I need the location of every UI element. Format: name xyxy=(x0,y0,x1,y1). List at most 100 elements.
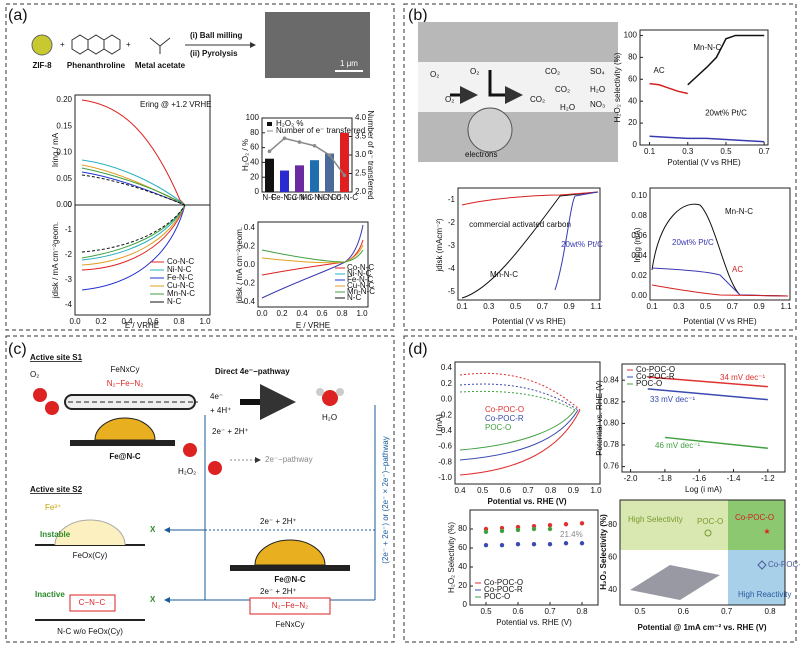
annotation: Co-POC-O xyxy=(735,513,774,522)
point xyxy=(579,521,585,526)
x-axis-label: Potential vs. RHE (V) xyxy=(496,618,572,627)
panel-frame xyxy=(403,3,797,331)
x-tick-label: 0.5 xyxy=(510,302,522,311)
x-tick-label: -1.6 xyxy=(692,474,706,483)
x-tick-label: 0.8 xyxy=(545,486,557,495)
label: Inactive xyxy=(35,590,65,599)
y-tick-label: 40 xyxy=(608,585,617,594)
legend-label: Mn-N-C xyxy=(167,289,195,298)
y-tick-label: -1.0 xyxy=(438,473,452,482)
annotation: commercial activated carbon xyxy=(469,220,571,229)
panel-label: (a) xyxy=(8,7,28,24)
x-axis-label: Potential (V vs RHE) xyxy=(683,317,757,326)
label: N₂−Fe−N₂ xyxy=(272,601,308,610)
y-axis-label: Iring / mA xyxy=(51,132,60,167)
legend-label: POC-O xyxy=(636,379,662,388)
label: 4e⁻ xyxy=(210,392,223,401)
plus: + xyxy=(126,40,131,49)
line xyxy=(647,388,768,401)
x-tick-label: 1.1 xyxy=(780,302,792,311)
legend-label: Co-POC-R xyxy=(485,414,524,423)
annotation: 33 mV dec⁻¹ xyxy=(650,395,695,404)
lsv-plot xyxy=(454,361,601,485)
line xyxy=(649,135,765,143)
x-tick-label: 0.3 xyxy=(682,147,694,156)
y-tick-label: 20 xyxy=(628,118,637,127)
label: FeNxCy xyxy=(276,620,305,629)
x-tick-label: 0.1 xyxy=(644,147,656,156)
legend-label: H₂O₂ % xyxy=(276,119,304,128)
x-tick-label: 0.8 xyxy=(173,317,185,326)
point xyxy=(563,541,569,546)
species-label: O₂ xyxy=(445,95,454,104)
y-tick-label: 0.0 xyxy=(244,260,256,269)
scheme xyxy=(418,22,618,162)
line xyxy=(664,436,768,449)
svg-text:★: ★ xyxy=(763,527,770,536)
point xyxy=(547,523,553,528)
label: O₂ xyxy=(30,370,39,379)
y-tick-label: -0.4 xyxy=(241,297,255,306)
species-label: CO₂ xyxy=(555,85,570,94)
x-tick-label: 0.9 xyxy=(564,302,576,311)
annotation: 20wt% Pt/C xyxy=(561,240,603,249)
label: N₂−Fe−N₂ xyxy=(107,379,143,388)
legend-label: Mn-N-C xyxy=(347,287,375,296)
y-tick-label: 0.4 xyxy=(441,363,453,372)
plot-frame xyxy=(469,509,599,606)
label: C−N−C xyxy=(79,598,106,607)
annotation: High Selectivity xyxy=(628,515,683,524)
x-tick-label: 0.2 xyxy=(95,317,107,326)
scheme-label: electrons xyxy=(465,150,497,159)
legend-label: Fe-N-C xyxy=(167,273,193,282)
scheme-label: ZIF-8 xyxy=(32,61,52,70)
annotation: AC xyxy=(732,265,743,274)
y-tick-label: 40 xyxy=(628,96,637,105)
label: + 4H⁺ xyxy=(210,406,231,415)
x-tick-label: 0.1 xyxy=(456,302,468,311)
y-tick-label: 0.10 xyxy=(56,148,72,157)
species-label: H₂O xyxy=(560,103,575,112)
x-tick-label: 0.5 xyxy=(720,147,732,156)
y-tick-label: 0.2 xyxy=(441,379,453,388)
plus: + xyxy=(60,40,65,49)
x-tick-label: 0.0 xyxy=(256,309,268,318)
y-tick-label: 0.2 xyxy=(244,242,256,251)
x-tick-label: Fe-N-C xyxy=(271,193,297,202)
x-tick-label: 0.7 xyxy=(537,302,549,311)
x-tick-label: 0.0 xyxy=(69,317,81,326)
y-tick-label: -3 xyxy=(448,241,456,250)
species-label: O₂ xyxy=(470,67,479,76)
x-axis-label: Potential @ 1mA cm⁻² vs. RHE (V) xyxy=(637,623,766,632)
heading: Active site S1 xyxy=(30,353,83,362)
y-tick-label: 100 xyxy=(246,113,260,122)
y-tick-label: -3 xyxy=(65,275,73,284)
legend-label: Co-N-C xyxy=(347,263,374,272)
legend-label: Co-POC-O xyxy=(485,405,524,414)
legend-label: N-C xyxy=(347,293,361,302)
plot-frame xyxy=(621,363,786,473)
label: 2e⁻−pathway xyxy=(265,455,313,464)
x-tick-label: 1.0 xyxy=(356,309,368,318)
x-tick-label: 0.3 xyxy=(483,302,495,311)
zif8-icon xyxy=(31,34,53,56)
y-tick-label: 0.0 xyxy=(441,395,453,404)
x-tick-label: 0.8 xyxy=(576,607,588,616)
y-axis-label: H₂O₂ / % xyxy=(241,139,250,171)
x-tick-label: Ni-N-C xyxy=(317,193,342,202)
x-tick-label: 0.4 xyxy=(454,486,466,495)
y-axis-label: H₂O₂ selectivity (%) xyxy=(613,52,622,122)
annotation: 46 mV dec⁻¹ xyxy=(655,441,700,450)
y2-axis-label: Number of e⁻ transferred xyxy=(366,110,375,199)
disk-plot xyxy=(457,187,601,301)
y-tick-label: 60 xyxy=(628,74,637,83)
x-tick-label: 1.1 xyxy=(590,302,602,311)
y-tick-label: 0 xyxy=(463,600,468,609)
annotation: 20wt% Pt/C xyxy=(672,238,714,247)
x-tick-label: 0.6 xyxy=(512,607,524,616)
legend-label: Cu-N-C xyxy=(167,281,194,290)
label: FeOx(Cy) xyxy=(73,551,108,560)
legend-label: Co-POC-O xyxy=(636,365,675,374)
scheme-label: Metal acetate xyxy=(135,61,186,70)
x-tick-label: -1.4 xyxy=(727,474,741,483)
